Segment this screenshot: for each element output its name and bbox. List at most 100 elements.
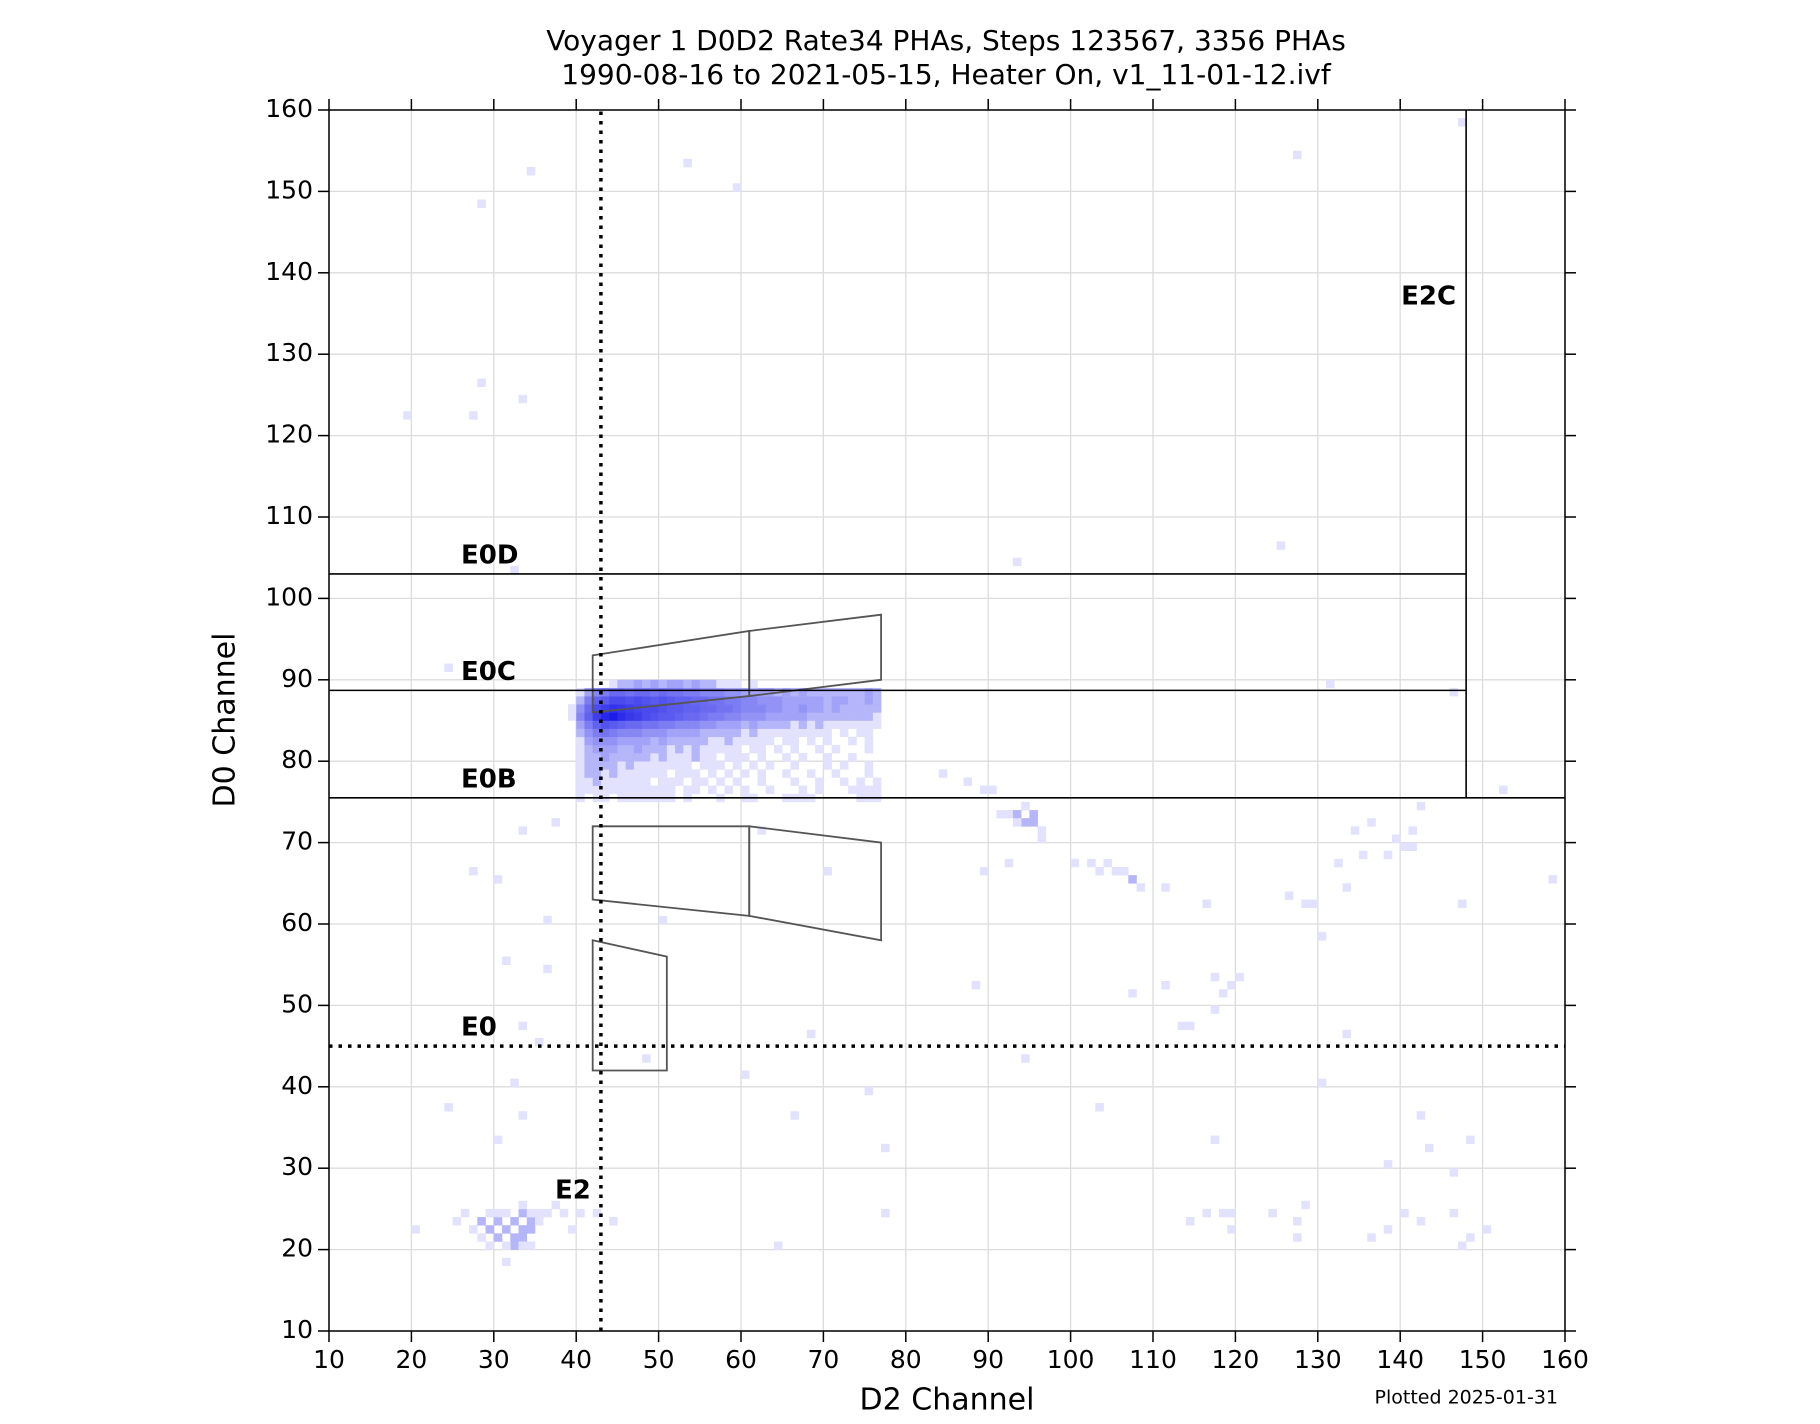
heatmap-cell: [452, 1217, 462, 1226]
heatmap-cell: [798, 753, 808, 762]
heatmap-cell: [576, 696, 585, 705]
heatmap-cell: [658, 696, 668, 705]
x-tick-label: 120: [1212, 1345, 1260, 1374]
heatmap-cell: [741, 687, 750, 697]
heatmap-cell: [1317, 1078, 1327, 1088]
heatmap-cell: [609, 720, 618, 729]
heatmap-cell: [675, 769, 684, 778]
heatmap-cell: [609, 761, 618, 770]
heatmap-cell: [510, 1078, 519, 1088]
heatmap-cell: [1128, 989, 1137, 998]
heatmap-cell: [633, 687, 643, 697]
heatmap-cell: [790, 1111, 799, 1120]
heatmap-cell: [724, 769, 734, 778]
heatmap-cell: [831, 769, 841, 778]
heatmap-cell: [798, 785, 808, 795]
heatmap-cell: [806, 696, 816, 705]
heatmap-cell: [938, 769, 948, 778]
heatmap-cell: [584, 769, 593, 778]
heatmap-cell: [493, 1217, 503, 1226]
heatmap-cell: [806, 736, 816, 746]
heatmap-cell: [708, 720, 717, 729]
heatmap-cell: [716, 736, 725, 746]
heatmap-cell: [864, 720, 874, 729]
heatmap-cell: [806, 712, 816, 721]
heatmap-cell: [469, 867, 478, 876]
heatmap-cell: [460, 1208, 470, 1218]
heatmap-cell: [683, 769, 692, 778]
heatmap-cell: [600, 753, 610, 762]
y-tick-label: 60: [281, 908, 313, 937]
heatmap-cell: [625, 761, 635, 770]
heatmap-cell: [872, 704, 882, 713]
heatmap-cell: [741, 785, 750, 795]
heatmap-cell: [642, 736, 651, 746]
x-tick-label: 130: [1294, 1345, 1342, 1374]
heatmap-cell: [1185, 1021, 1195, 1031]
heatmap-cell: [757, 704, 767, 713]
heatmap-cell: [732, 744, 742, 754]
heatmap-cell: [741, 1070, 750, 1079]
heatmap-cell: [609, 728, 618, 738]
heatmap-cell: [691, 728, 701, 738]
heatmap-cell: [650, 736, 659, 746]
heatmap-cell: [666, 720, 676, 729]
heatmap-cell: [1449, 1168, 1459, 1177]
heatmap-cell: [979, 785, 989, 795]
heatmap-cell: [526, 1208, 536, 1218]
heatmap-cell: [839, 728, 849, 738]
heatmap-cell: [806, 728, 816, 738]
heatmap-cell: [1012, 810, 1022, 819]
heatmap-cell: [675, 704, 684, 713]
heatmap-cell: [823, 704, 832, 713]
heatmap-cell: [1383, 850, 1393, 860]
heatmap-cell: [633, 753, 643, 762]
heatmap-cell: [625, 712, 635, 721]
heatmap-cell: [633, 769, 643, 778]
heatmap-cell: [625, 769, 635, 778]
heatmap-cell: [658, 687, 668, 697]
heatmap-cell: [675, 736, 684, 746]
heatmap-cell: [617, 687, 626, 697]
heatmap-cell: [839, 712, 849, 721]
heatmap-cell: [1004, 810, 1014, 819]
heatmap-cell: [699, 728, 709, 738]
boundary-label: E0C: [461, 657, 516, 687]
heatmap-cell: [988, 785, 997, 795]
heatmap-cell: [848, 720, 857, 729]
heatmap-cell: [1293, 150, 1302, 160]
heatmap-cell: [666, 753, 676, 762]
heatmap-cell: [864, 704, 874, 713]
heatmap-cell: [699, 704, 709, 713]
heatmap-cell: [741, 736, 750, 746]
heatmap-cell: [1012, 818, 1022, 827]
heatmap-cell: [864, 785, 874, 795]
heatmap-cell: [584, 785, 593, 795]
heatmap-cell: [675, 728, 684, 738]
heatmap-cell: [650, 720, 659, 729]
heatmap-cell: [782, 696, 791, 705]
chart-subtitle: 1990-08-16 to 2021-05-15, Heater On, v1_…: [561, 58, 1332, 91]
heatmap-cell: [485, 1241, 495, 1250]
heatmap-cell: [1087, 858, 1096, 868]
heatmap-cell: [600, 720, 610, 729]
heatmap-cell: [576, 736, 585, 746]
heatmap-cell: [584, 696, 593, 705]
heatmap-cell: [864, 769, 874, 778]
x-tick-label: 20: [395, 1345, 427, 1374]
heatmap-cell: [1021, 1054, 1030, 1063]
heatmap-cell: [551, 818, 561, 827]
boundary-label: E0B: [461, 764, 517, 794]
heatmap-cell: [1326, 679, 1335, 689]
heatmap-cell: [576, 777, 585, 786]
heatmap-cell: [716, 720, 725, 729]
heatmap-cell: [839, 777, 849, 786]
heatmap-cell: [469, 411, 478, 420]
heatmap-cell: [823, 687, 832, 697]
heatmap-cell: [683, 696, 692, 705]
heatmap-cell: [699, 687, 709, 697]
heatmap-cell: [823, 761, 832, 770]
x-tick-label: 50: [643, 1345, 675, 1374]
heatmap-cell: [691, 753, 701, 762]
heatmap-cell: [749, 696, 758, 705]
